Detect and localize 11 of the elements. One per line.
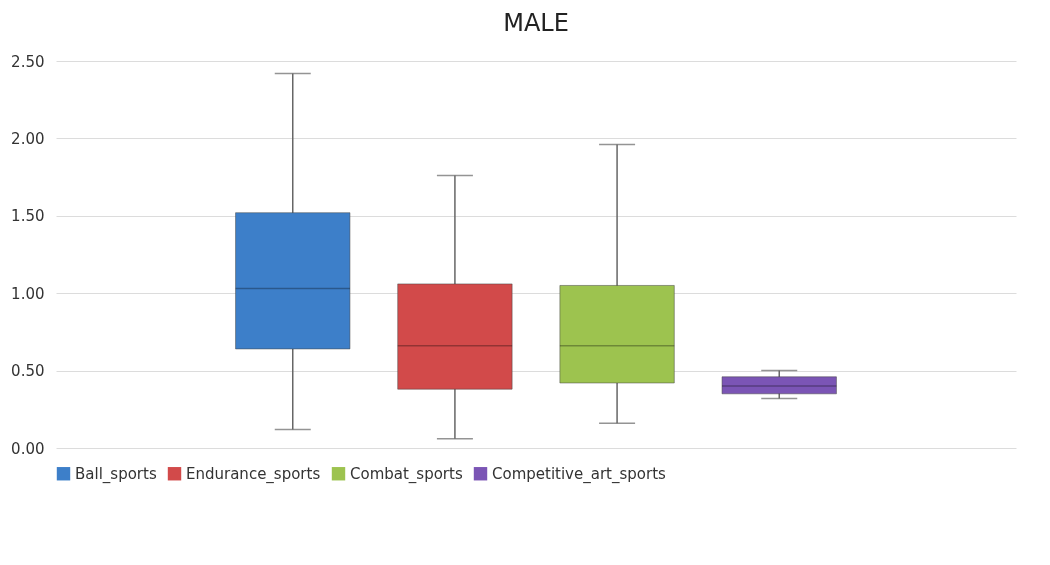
y-tick-label: 0.50 <box>11 362 45 381</box>
legend-label: Competitive_art_sports <box>492 464 667 484</box>
y-tick-label: 2.00 <box>11 129 45 148</box>
legend-label: Endurance_sports <box>186 464 321 484</box>
chart-title: MALE <box>503 9 569 37</box>
y-tick-label: 0.00 <box>11 439 45 458</box>
y-tick-label: 2.50 <box>11 52 45 71</box>
legend-label: Ball_sports <box>75 464 157 484</box>
y-tick-label: 1.50 <box>11 207 45 226</box>
y-tick-label: 1.00 <box>11 284 45 303</box>
legend-label: Combat_sports <box>350 464 463 484</box>
